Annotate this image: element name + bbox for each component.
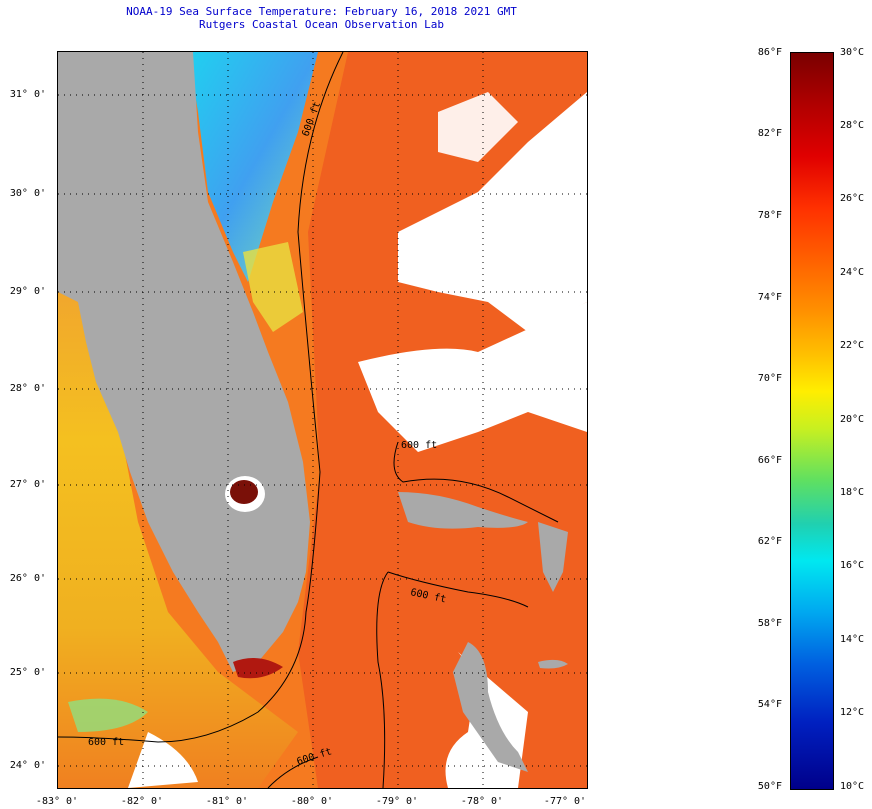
lon-label-80: -80° 0' [290, 796, 334, 807]
new-providence [538, 659, 568, 669]
cloud-cover-central [358, 302, 587, 452]
lat-label-29: 29° 0' [9, 286, 46, 297]
lon-label-79: -79° 0' [375, 796, 419, 807]
contour-600ft-south [267, 756, 319, 788]
colorbar-f-74: 74°F [757, 292, 782, 303]
colorbar-c-10: 10°C [840, 781, 865, 792]
colorbar-f-62: 62°F [757, 536, 782, 547]
colorbar-c-26: 26°C [840, 193, 865, 204]
colorbar-c-12: 12°C [840, 707, 865, 718]
colorbar-c-22: 22°C [840, 340, 865, 351]
cold-coastal-water [188, 52, 318, 282]
gulf-of-mexico-zone [58, 252, 298, 788]
colorbar-f-66: 66°F [757, 455, 782, 466]
lat-label-28: 28° 0' [9, 383, 46, 394]
transition-water [243, 242, 303, 332]
lon-label-77: -77° 0' [543, 796, 587, 807]
lake-okeechobee [230, 480, 258, 504]
colorbar-f-82: 82°F [757, 128, 782, 139]
sst-map[interactable]: 600 ft 600 ft 600 ft 600 ft 600 ft [57, 51, 588, 789]
sst-map-canvas: 600 ft 600 ft 600 ft 600 ft 600 ft [58, 52, 587, 788]
colorbar-f-78: 78°F [757, 210, 782, 221]
temperature-colorbar [790, 52, 834, 790]
abaco-island [538, 522, 568, 592]
cloud-cover-north [398, 92, 587, 332]
grand-bahama [398, 492, 528, 529]
cool-nearshore-band [68, 698, 148, 732]
title-line-2: Rutgers Coastal Ocean Observation Lab [198, 18, 445, 31]
lon-label-81: -81° 0' [205, 796, 249, 807]
colorbar-c-16: 16°C [840, 560, 865, 571]
map-title: NOAA-19 Sea Surface Temperature: Februar… [58, 5, 585, 31]
contour-600ft-andros-north [387, 571, 529, 608]
colorbar-c-20: 20°C [840, 414, 865, 425]
colorbar-f-58: 58°F [757, 618, 782, 629]
colorbar-c-28: 28°C [840, 120, 865, 131]
contour-600ft-bahama-bank [393, 441, 559, 523]
colorbar-f-86: 86°F [757, 47, 782, 58]
andros-island [453, 642, 528, 772]
lat-label-27: 27° 0' [9, 479, 46, 490]
cloud-cover-keys [128, 732, 198, 788]
colorbar-c-24: 24°C [840, 267, 865, 278]
contour-label-gulf: 600 ft [88, 737, 124, 748]
florida-peninsula [58, 52, 310, 672]
contour-label-bahamas: 600 ft [401, 440, 437, 451]
grid-lines [58, 52, 587, 788]
florida-bay-warm-water [233, 658, 283, 679]
contour-600ft-cay-sal [376, 571, 389, 788]
colorbar-f-50: 50°F [757, 781, 782, 792]
colorbar-c-14: 14°C [840, 634, 865, 645]
lat-label-31: 31° 0' [9, 89, 46, 100]
colorbar-f-70: 70°F [757, 373, 782, 384]
colorbar-c-18: 18°C [840, 487, 865, 498]
contour-600ft-florida [58, 52, 344, 743]
lat-label-25: 25° 0' [9, 667, 46, 678]
title-line-1: NOAA-19 Sea Surface Temperature: Februar… [126, 5, 517, 18]
lat-label-26: 26° 0' [9, 573, 46, 584]
lon-label-78: -78° 0' [460, 796, 504, 807]
cloud-cover-small [438, 92, 518, 162]
lon-label-82: -82° 0' [120, 796, 164, 807]
lat-label-30: 30° 0' [9, 188, 46, 199]
lon-label-83: -83° 0' [35, 796, 79, 807]
lat-label-24: 24° 0' [9, 760, 46, 771]
colorbar-c-30: 30°C [840, 47, 865, 58]
colorbar-f-54: 54°F [757, 699, 782, 710]
